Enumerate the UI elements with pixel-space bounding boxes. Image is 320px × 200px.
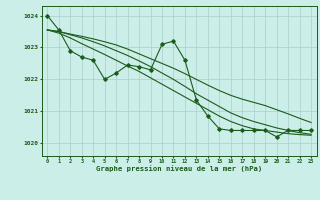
X-axis label: Graphe pression niveau de la mer (hPa): Graphe pression niveau de la mer (hPa): [96, 165, 262, 172]
